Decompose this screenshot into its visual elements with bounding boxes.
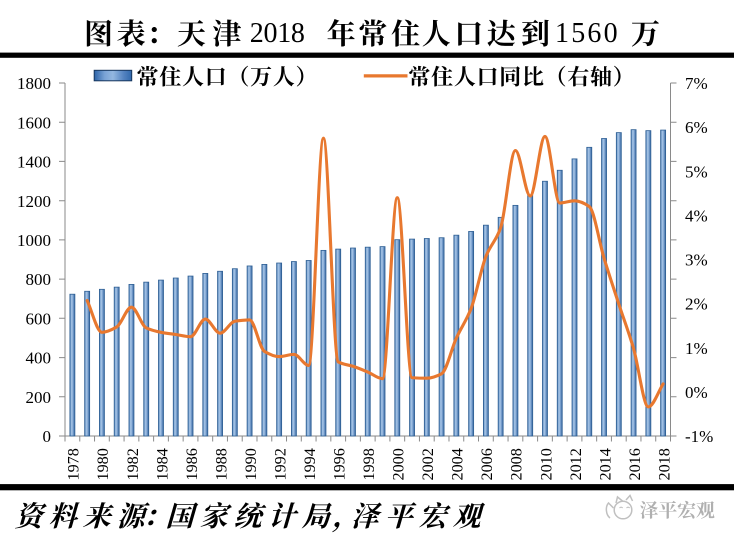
svg-text:3%: 3% [685,251,708,270]
svg-text:6%: 6% [685,118,708,137]
svg-text:2018: 2018 [655,448,673,480]
svg-text:1984: 1984 [153,448,171,480]
svg-text:200: 200 [26,388,52,407]
svg-text:2006: 2006 [478,448,496,480]
svg-text:7%: 7% [685,74,708,93]
svg-text:1988: 1988 [212,448,230,480]
svg-text:2004: 2004 [449,448,467,480]
svg-text:2010: 2010 [537,448,555,480]
svg-text:1560: 1560 [555,18,620,49]
svg-text:2002: 2002 [419,448,437,480]
svg-text:1986: 1986 [183,448,201,480]
svg-text:400: 400 [26,349,52,368]
svg-text:600: 600 [26,309,52,328]
svg-text:1982: 1982 [124,448,142,480]
svg-text:2016: 2016 [626,448,644,480]
svg-text:2000: 2000 [390,448,408,480]
svg-text:1400: 1400 [17,153,51,172]
svg-text:1980: 1980 [94,448,112,480]
svg-text:2%: 2% [685,295,708,314]
svg-text:4%: 4% [685,207,708,226]
svg-text:-1%: -1% [685,427,713,446]
svg-text:1978: 1978 [65,448,83,480]
svg-text:800: 800 [26,270,52,289]
svg-text:2014: 2014 [596,448,614,480]
svg-text:0: 0 [43,427,52,446]
svg-text:1800: 1800 [17,74,51,93]
svg-text:1992: 1992 [271,448,289,480]
svg-text:1000: 1000 [17,231,51,250]
svg-text:1%: 1% [685,339,708,358]
svg-text:1998: 1998 [360,448,378,480]
svg-text:2008: 2008 [508,448,526,480]
svg-text:5%: 5% [685,162,708,181]
svg-text:1990: 1990 [242,448,260,480]
svg-text:2012: 2012 [567,448,585,480]
svg-text:1996: 1996 [331,448,349,480]
svg-text:1994: 1994 [301,448,319,480]
svg-text:0%: 0% [685,383,708,402]
svg-text:1600: 1600 [17,113,51,132]
svg-text:2018: 2018 [250,18,305,49]
svg-text:1200: 1200 [17,192,51,211]
